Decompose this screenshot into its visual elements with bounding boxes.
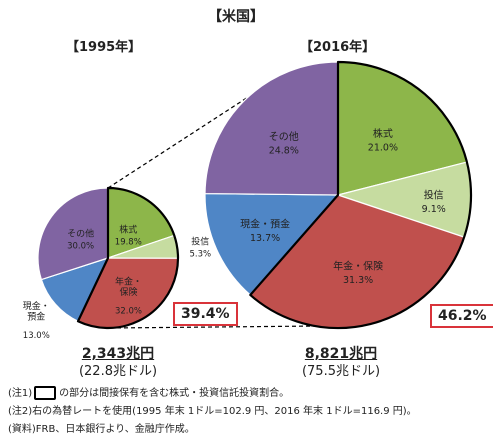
pie-1995-value-pension-insurance: 32.0% bbox=[115, 306, 142, 316]
pie-1995-value-cash-deposits: 13.0% bbox=[23, 331, 50, 341]
total-1995: 2,343兆円 bbox=[81, 346, 155, 362]
pie-2016-value-pension-insurance: 31.3% bbox=[343, 275, 373, 286]
pie-1995-title: 【1995年】 bbox=[66, 40, 142, 55]
pie-2016-value-stocks: 21.0% bbox=[368, 143, 398, 154]
pie-1995-label-other: その他 bbox=[67, 228, 94, 240]
chart-title: 【米国】 bbox=[208, 9, 264, 25]
pie-1995-value-other: 30.0% bbox=[67, 242, 94, 252]
pie-1995-label-cash-deposits: 現金・預金 bbox=[23, 300, 50, 322]
pie-2016-label-cash-deposits: 現金・預金 bbox=[240, 218, 290, 231]
note-1-text: の部分は間接保有を含む株式・投資信託投資割合。 bbox=[59, 388, 290, 399]
highlight-1995: 39.4% bbox=[173, 302, 238, 326]
note-1-prefix: (注1) bbox=[8, 388, 33, 399]
pie-1995-label-pension-insurance: 年金・保険 bbox=[115, 276, 142, 298]
pie-1995-slice-cash-deposits bbox=[40, 257, 110, 323]
total-usd-1995: (22.8兆ドル) bbox=[78, 364, 158, 379]
pie-1995-value-stocks: 19.8% bbox=[115, 238, 142, 248]
pie-2016-title: 【2016年】 bbox=[300, 40, 376, 55]
total-usd-2016: (75.5兆ドル) bbox=[301, 364, 381, 379]
pie-2016-value-funds: 9.1% bbox=[422, 204, 446, 215]
note-1: (注1) の部分は間接保有を含む株式・投資信託投資割合。 bbox=[8, 384, 289, 400]
source-note: (資料)FRB、日本銀行より、金融庁作成。 bbox=[8, 424, 195, 435]
pie-1995-label-funds: 投信 bbox=[191, 235, 209, 247]
pie-2016-slice-cash-deposits bbox=[204, 192, 340, 296]
pie-2016-highlight-outline bbox=[249, 60, 473, 330]
pie-2016-value-cash-deposits: 13.7% bbox=[250, 233, 280, 244]
pie-1995-highlight-outline bbox=[76, 186, 180, 330]
pie-2016-value-other: 24.8% bbox=[269, 146, 299, 157]
pie-1995-label-stocks: 株式 bbox=[119, 223, 137, 235]
pie-1995-slice-other bbox=[37, 187, 109, 281]
outlined-box-icon bbox=[34, 386, 57, 400]
pie-2016-label-other: その他 bbox=[269, 130, 299, 143]
pie-2016-slice-other bbox=[204, 61, 339, 196]
pie-2016-label-pension-insurance: 年金・保険 bbox=[333, 260, 383, 273]
note-2: (注2)右の為替レートを使用(1995 年末 1ドル=102.9 円、2016 … bbox=[8, 406, 417, 417]
pie-2016-label-stocks: 株式 bbox=[373, 127, 393, 140]
highlight-2016: 46.2% bbox=[430, 304, 493, 328]
pie-1995-value-funds: 5.3% bbox=[189, 249, 211, 259]
total-2016: 8,821兆円 bbox=[304, 346, 378, 362]
connector-line-bottom bbox=[109, 325, 321, 329]
pie-2016-label-funds: 投信 bbox=[424, 189, 444, 202]
